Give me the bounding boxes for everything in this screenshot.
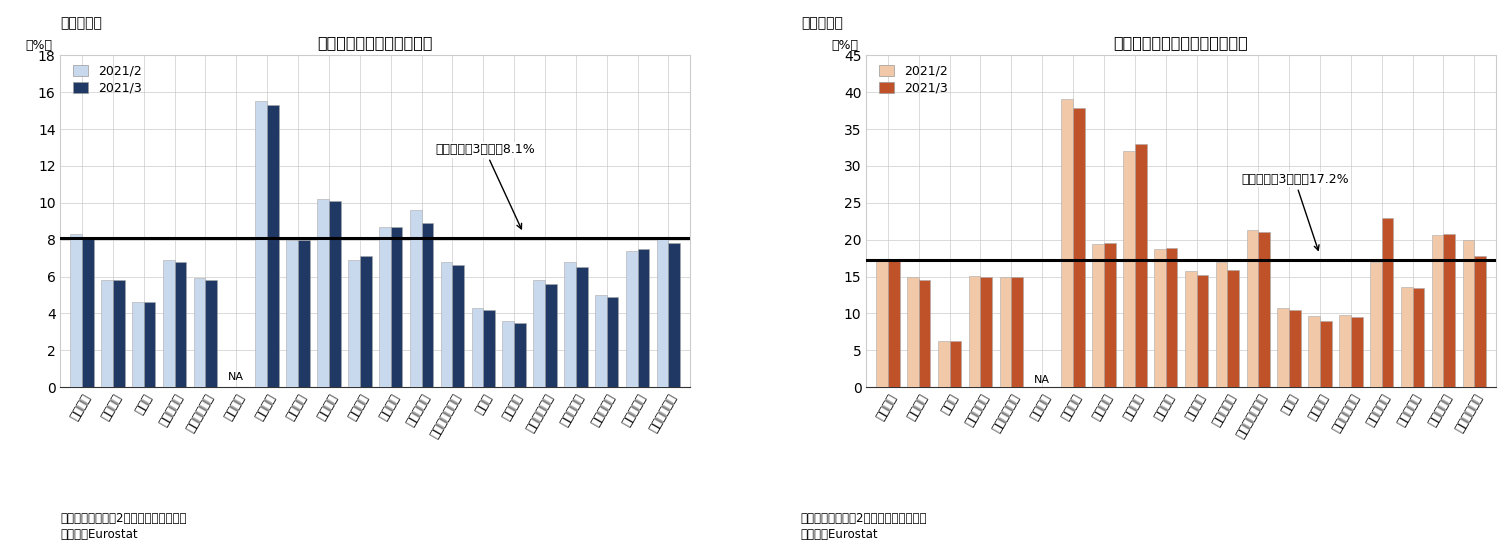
Text: （図表５）: （図表５） (60, 17, 103, 30)
Bar (348, 260, 360, 387)
Bar (329, 201, 340, 387)
Bar (1247, 230, 1259, 387)
Bar (71, 234, 82, 387)
Bar (1475, 256, 1485, 387)
Bar (1092, 244, 1105, 387)
Bar (876, 260, 888, 387)
Bar (1289, 310, 1301, 387)
Bar (163, 260, 175, 387)
Bar (1073, 108, 1085, 387)
Bar (422, 223, 434, 387)
Bar (1216, 262, 1227, 387)
Text: ユーロ圏（3月）：8.1%: ユーロ圏（3月）：8.1% (435, 143, 535, 229)
Bar (1011, 277, 1023, 387)
Bar (1413, 288, 1425, 387)
Bar (514, 322, 526, 387)
Bar (657, 238, 668, 387)
Bar (1135, 144, 1147, 387)
Bar (1351, 317, 1363, 387)
Bar (595, 295, 607, 387)
Bar (441, 262, 452, 387)
Bar (981, 277, 993, 387)
Bar (969, 276, 981, 387)
Bar (113, 280, 124, 387)
Bar (409, 210, 422, 387)
Bar (1432, 235, 1443, 387)
Bar (576, 267, 588, 387)
Bar (175, 262, 186, 387)
Bar (1197, 275, 1209, 387)
Bar (471, 308, 484, 387)
Text: ユーロ圏（3月）：17.2%: ユーロ圏（3月）：17.2% (1241, 173, 1348, 251)
Bar (101, 280, 113, 387)
Bar (82, 238, 94, 387)
Bar (287, 239, 298, 387)
Bar (502, 321, 514, 387)
Legend: 2021/2, 2021/3: 2021/2, 2021/3 (73, 65, 142, 95)
Bar (452, 265, 464, 387)
Bar (317, 199, 329, 387)
Bar (484, 310, 496, 387)
Bar (1339, 315, 1351, 387)
Text: （%）: （%） (26, 39, 53, 52)
Bar (1370, 262, 1381, 387)
Bar (1443, 234, 1455, 387)
Text: NA: NA (228, 372, 245, 382)
Bar (1105, 243, 1115, 387)
Bar (888, 260, 899, 387)
Bar (1165, 248, 1177, 387)
Bar (533, 280, 545, 387)
Text: （%）: （%） (831, 39, 858, 52)
Title: ユーロ圏の失業率（国別）: ユーロ圏の失業率（国別） (317, 35, 434, 50)
Bar (298, 239, 310, 387)
Bar (1463, 239, 1475, 387)
Bar (255, 101, 267, 387)
Bar (379, 227, 391, 387)
Bar (668, 243, 680, 387)
Legend: 2021/2, 2021/3: 2021/2, 2021/3 (879, 65, 947, 95)
Bar (1277, 308, 1289, 387)
Bar (1154, 249, 1165, 387)
Bar (131, 302, 144, 387)
Bar (205, 280, 218, 387)
Text: （資料）Eurostat: （資料）Eurostat (801, 528, 878, 541)
Bar (545, 284, 556, 387)
Bar (1401, 287, 1413, 387)
Text: （資料）Eurostat: （資料）Eurostat (60, 528, 138, 541)
Bar (1061, 99, 1073, 387)
Bar (1227, 270, 1239, 387)
Bar (949, 341, 961, 387)
Bar (144, 302, 156, 387)
Bar (638, 249, 650, 387)
Bar (938, 341, 949, 387)
Bar (1185, 270, 1197, 387)
Bar (267, 105, 280, 387)
Bar (919, 280, 931, 387)
Bar (193, 278, 205, 387)
Title: ユーロ圏の若年失業率（国別）: ユーロ圏の若年失業率（国別） (1114, 35, 1248, 50)
Bar (1321, 321, 1331, 387)
Bar (1381, 217, 1393, 387)
Bar (907, 277, 919, 387)
Bar (1123, 151, 1135, 387)
Bar (1259, 232, 1269, 387)
Bar (626, 251, 638, 387)
Bar (564, 262, 576, 387)
Text: （図表６）: （図表６） (801, 17, 843, 30)
Bar (391, 227, 402, 387)
Bar (1309, 316, 1321, 387)
Text: （注）ギリシャは2か月分のデータなし: （注）ギリシャは2か月分のデータなし (60, 512, 187, 525)
Bar (607, 297, 618, 387)
Bar (1000, 276, 1011, 387)
Text: （注）ギリシャは2か月分のデータなし: （注）ギリシャは2か月分のデータなし (801, 512, 928, 525)
Bar (360, 256, 372, 387)
Text: NA: NA (1034, 375, 1050, 385)
